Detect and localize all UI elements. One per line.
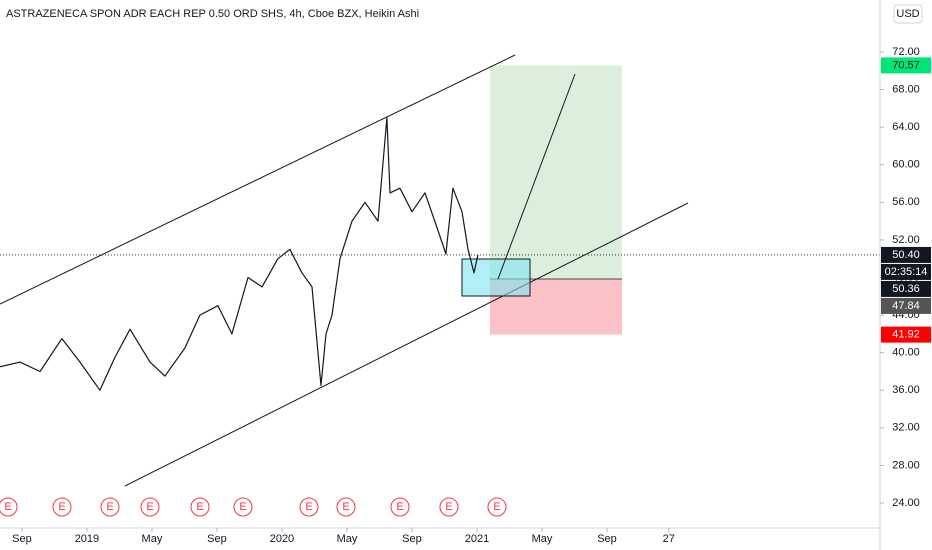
event-marker <box>190 497 210 517</box>
price-label: 41.92 <box>892 329 920 341</box>
y-tick-label: 52.00 <box>892 234 920 246</box>
x-tick-label: Sep <box>597 533 617 545</box>
x-tick-label: May <box>532 533 553 545</box>
price-label-box <box>881 280 931 297</box>
y-tick-label: 32.00 <box>892 422 920 434</box>
event-marker <box>487 497 507 517</box>
channel-upper <box>0 54 516 305</box>
chart-title: ASTRAZENECA SPON ADR EACH REP 0.50 ORD S… <box>6 8 419 20</box>
event-marker <box>52 497 72 517</box>
currency-button[interactable] <box>893 4 923 24</box>
channel-lower <box>124 202 689 487</box>
x-tick-label: Sep <box>402 533 422 545</box>
event-label: E <box>445 501 452 513</box>
currency[interactable]: USD <box>896 8 919 20</box>
event-label: E <box>305 501 312 513</box>
y-tick-label: 60.00 <box>892 159 920 171</box>
price-line <box>0 117 479 391</box>
y-tick-label: 56.00 <box>892 196 920 208</box>
event-marker <box>299 497 319 517</box>
x-tick-label: May <box>142 533 163 545</box>
event-label: E <box>58 501 65 513</box>
x-tick-label: 2019 <box>75 533 99 545</box>
price-label-box <box>881 57 931 74</box>
x-tick-label: 27 <box>663 533 675 545</box>
price-label: 50.36 <box>892 283 920 295</box>
y-tick-label: 28.00 <box>892 459 920 471</box>
event-marker <box>140 497 160 517</box>
projection-line <box>497 73 576 280</box>
x-tick-label: Sep <box>207 533 227 545</box>
x-tick-label: May <box>337 533 358 545</box>
event-label: E <box>342 501 349 513</box>
profit-zone <box>490 65 622 279</box>
event-label: E <box>106 501 113 513</box>
y-tick-label: 72.00 <box>892 46 920 58</box>
event-label: E <box>239 501 246 513</box>
price-label: 02:35:14 <box>885 266 928 278</box>
event-label: E <box>493 501 500 513</box>
event-marker <box>233 497 253 517</box>
price-label: 50.40 <box>892 249 920 261</box>
event-marker <box>336 497 356 517</box>
y-tick-label: 40.00 <box>892 347 920 359</box>
event-marker <box>439 497 459 517</box>
y-tick-label: 64.00 <box>892 121 920 133</box>
y-tick-label: 36.00 <box>892 384 920 396</box>
price-label-box <box>881 326 931 343</box>
price-label: 47.84 <box>892 300 920 312</box>
event-marker <box>100 497 120 517</box>
event-marker <box>390 497 410 517</box>
x-tick-label: 2021 <box>465 533 489 545</box>
highlight-box <box>461 258 531 297</box>
y-tick-label: 24.00 <box>892 497 920 509</box>
event-label: E <box>196 501 203 513</box>
event-marker <box>0 497 18 517</box>
event-label: E <box>146 501 153 513</box>
x-tick-label: 2020 <box>270 533 294 545</box>
y-tick-label: 68.00 <box>892 83 920 95</box>
price-label: 70.57 <box>892 59 920 71</box>
price-label-box <box>881 297 931 314</box>
event-label: E <box>396 501 403 513</box>
x-tick-label: Sep <box>12 533 32 545</box>
price-label-box <box>881 263 931 280</box>
price-label-box <box>881 246 931 263</box>
event-label: E <box>4 501 11 513</box>
